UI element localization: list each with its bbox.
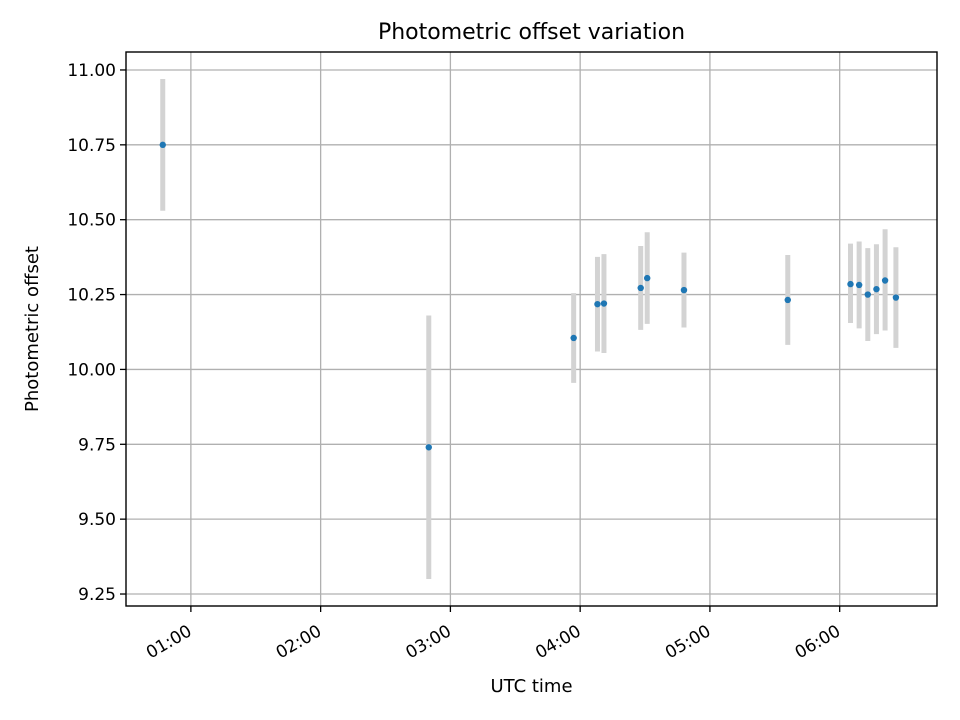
x-tick-label: 01:00	[143, 621, 195, 663]
data-point	[847, 280, 854, 288]
y-tick-label: 10.00	[67, 360, 116, 380]
data-point	[644, 274, 651, 282]
y-tick-label: 9.75	[78, 435, 116, 455]
y-tick-label: 9.25	[78, 585, 116, 605]
data-point	[570, 334, 577, 342]
x-tick-label: 05:00	[662, 621, 714, 663]
plot-frame	[125, 51, 938, 607]
y-tick-label: 10.50	[67, 211, 116, 231]
chart-title: Photometric offset variation	[378, 20, 685, 45]
x-tick-label: 04:00	[532, 621, 584, 663]
data-point	[892, 294, 900, 301]
x-tick-label: 02:00	[273, 621, 325, 663]
x-tick-label: 03:00	[402, 621, 454, 663]
y-tick-label: 11.00	[67, 61, 116, 81]
data-point	[873, 285, 880, 293]
data-point	[637, 284, 644, 292]
data-point	[159, 141, 166, 149]
y-tick-label: 10.75	[67, 136, 116, 156]
x-tick-label: 06:00	[792, 621, 844, 663]
x-axis-label: UTC time	[490, 676, 572, 697]
data-point	[680, 286, 688, 294]
data-point	[855, 281, 863, 289]
y-tick-label: 9.50	[78, 510, 116, 530]
y-tick-label: 10.25	[67, 286, 116, 306]
y-axis-label: Photometric offset	[22, 246, 43, 412]
data-point	[600, 300, 608, 307]
data-point	[784, 296, 791, 304]
data-point	[864, 291, 871, 298]
data-point	[594, 300, 601, 308]
data-point	[425, 444, 432, 451]
data-point	[881, 277, 889, 284]
